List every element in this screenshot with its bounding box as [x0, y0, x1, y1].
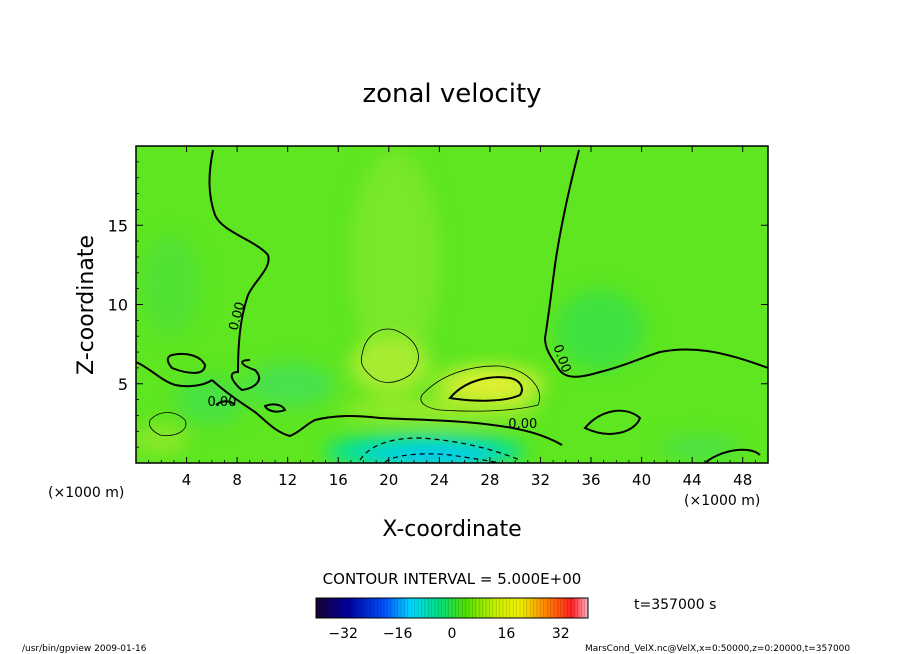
- velocity-field: 0.000.000.000.00: [136, 146, 768, 463]
- x-tick-label: 4: [182, 471, 192, 489]
- x-tick-label: 12: [278, 471, 297, 489]
- colorbar-tick-label: 32: [552, 626, 570, 642]
- colorbar-tick-label: −32: [328, 626, 358, 642]
- colorbar-tick-label: −16: [383, 626, 413, 642]
- x-tick-label: 20: [379, 471, 398, 489]
- contour-interval: CONTOUR INTERVAL = 5.000E+00: [323, 570, 582, 588]
- contour-label: 0.00: [508, 417, 537, 432]
- x-tick-label: 36: [581, 471, 600, 489]
- contour-labels: 0.000.000.000.00: [207, 300, 573, 432]
- x-tick-label: 16: [329, 471, 348, 489]
- footer-left: /usr/bin/gpview 2009-01-16: [22, 644, 147, 654]
- y-tick-label: 10: [108, 296, 128, 315]
- positive-contours: [148, 328, 540, 437]
- footer-right: MarsCond_VelX.nc@VelX,x=0:50000,z=0:2000…: [585, 644, 850, 654]
- colorbar-labels: −32 −16 0 16 32: [328, 626, 569, 642]
- x-axis-label: X-coordinate: [382, 517, 521, 542]
- x-tick-label: 44: [683, 471, 702, 489]
- x-tick-label: 24: [430, 471, 449, 489]
- x-tick-label: 8: [232, 471, 242, 489]
- x-tick-label: 28: [480, 471, 499, 489]
- chart-title: zonal velocity: [362, 79, 541, 109]
- x-tick-label: 48: [733, 471, 752, 489]
- y-tick-label: 5: [118, 375, 128, 394]
- x-tick-label: 32: [531, 471, 550, 489]
- y-tick-label: 15: [108, 216, 128, 235]
- colorbar: [315, 597, 589, 619]
- zero-contours: [136, 149, 768, 463]
- x-unit-left: (×1000 m): [48, 485, 124, 501]
- contour-label: 0.00: [227, 300, 249, 332]
- contour-label: 0.00: [207, 395, 236, 410]
- x-tick-label: 40: [632, 471, 651, 489]
- colorbar-tick-label: 0: [448, 626, 457, 642]
- x-unit-right: (×1000 m): [684, 493, 760, 509]
- negative-contours: [359, 437, 521, 463]
- colorbar-stripes: [319, 598, 585, 618]
- time-label: t=357000 s: [634, 597, 716, 613]
- colorbar-tick-label: 16: [497, 626, 515, 642]
- y-axis-label: Z-coordinate: [74, 235, 99, 375]
